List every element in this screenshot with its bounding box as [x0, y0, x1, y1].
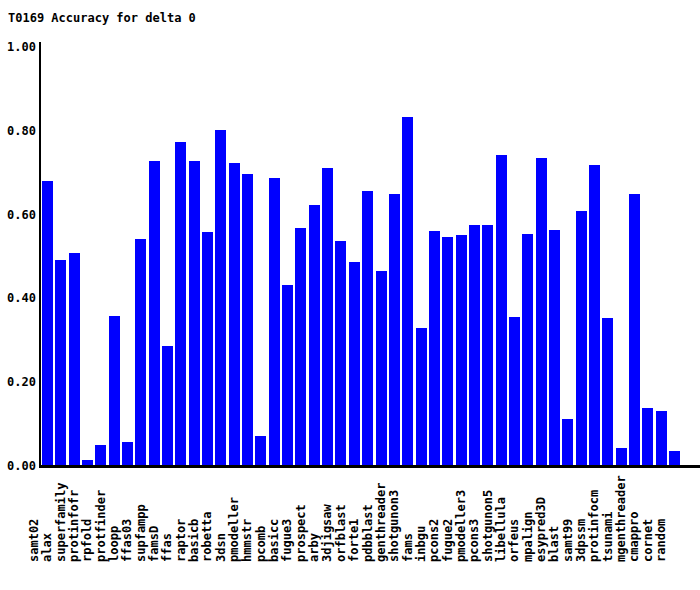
- bar-protinfocm: [602, 318, 613, 465]
- bar-prospect: [309, 205, 320, 465]
- bar-rpfold: [95, 445, 106, 465]
- bar-fams: [416, 328, 427, 465]
- bar-forte1: [362, 191, 373, 465]
- bar-loopp: [122, 442, 133, 465]
- chart-title: T0169 Accuracy for delta 0: [8, 11, 196, 25]
- bar-samt02: [42, 181, 53, 465]
- y-tick-label: 1.00: [0, 41, 36, 53]
- bar-3dsn: [229, 163, 240, 465]
- bar-robetta: [215, 130, 226, 465]
- x-tick-label-random: random: [655, 519, 668, 562]
- bar-pcomb: [269, 178, 280, 465]
- bar-pdbblast: [376, 271, 387, 465]
- bar-libellula: [509, 317, 520, 465]
- bar-3djigsaw: [335, 241, 346, 465]
- bar-supfampp: [149, 161, 160, 465]
- bar-superfamily: [69, 253, 80, 465]
- bar-orfblast: [349, 262, 360, 465]
- bar-cmappro: [642, 408, 653, 465]
- y-tick-label: 0.00: [0, 460, 36, 472]
- bar-blast: [562, 419, 573, 465]
- x-tick-label-fugue3: fugue3: [281, 519, 294, 562]
- bar-hmmstr: [255, 436, 266, 465]
- bar-shotgunon3: [402, 117, 413, 465]
- bar-pcons3: [482, 225, 493, 465]
- x-tick-label-robetta: robetta: [201, 511, 214, 562]
- bar-mpalign: [536, 158, 547, 465]
- bar-ffas: [175, 142, 186, 465]
- bar-samt99: [576, 211, 587, 465]
- y-tick-label: 0.40: [0, 292, 36, 304]
- bar-cornet: [656, 411, 667, 465]
- y-tick-label: 0.20: [0, 376, 36, 388]
- bar-3dpssm: [589, 165, 600, 465]
- bar-arby: [322, 168, 333, 465]
- x-tick-label-hmmstr: hmmstr: [241, 519, 254, 562]
- y-tick-label: 0.80: [0, 125, 36, 137]
- accuracy-bar-chart: T0169 Accuracy for delta 0 0.00 0.20 0.40 0…: [0, 0, 700, 590]
- bar-mgenthreader: [629, 194, 640, 465]
- x-tick-label-pcons3: pcons3: [468, 519, 481, 562]
- bar-tsunami: [616, 448, 627, 465]
- bar-pmodeller3: [469, 225, 480, 465]
- x-tick-label-orfeus: orfeus: [508, 519, 521, 562]
- x-tick-label-cmappro: cmappro: [628, 511, 641, 562]
- bar-protinfofr: [82, 460, 93, 465]
- bar-fugue3: [295, 228, 306, 465]
- x-tick-label-shotgunon3: shotgunon3: [388, 490, 401, 562]
- x-tick-label-blast: blast: [548, 526, 561, 562]
- x-tick-label-3djigsaw: 3djigsaw: [321, 504, 334, 562]
- bar-orfeus: [522, 234, 533, 465]
- x-tick-label-forte1: forte1: [348, 519, 361, 562]
- bar-protfinder: [109, 316, 120, 465]
- bar-inbgu: [429, 231, 440, 465]
- bar-random: [669, 451, 680, 465]
- y-tick-label: 0.60: [0, 209, 36, 221]
- bar-ffas03: [135, 239, 146, 465]
- x-tick-label-alax: alax: [41, 533, 54, 562]
- bar-raptor: [189, 161, 200, 465]
- bar-pcons2: [442, 237, 453, 465]
- bar-basicb: [202, 232, 213, 465]
- x-tick-label-rpfold: rpfold: [81, 519, 94, 562]
- x-tick-label-ffas03: ffas03: [121, 519, 134, 562]
- bar-genthreader: [389, 194, 400, 465]
- bar-alax: [55, 260, 66, 465]
- bar-pmodeller: [242, 174, 253, 465]
- x-tick-label-protinfocm: protinfocm: [588, 490, 601, 562]
- bar-famsD: [162, 346, 173, 465]
- bar-shotgunon5: [496, 155, 507, 465]
- bar-basicc: [282, 285, 293, 465]
- x-tick-label-pcons2: pcons2: [428, 519, 441, 562]
- y-axis-line: [39, 42, 41, 468]
- bar-esypred3D: [549, 230, 560, 465]
- x-tick-label-ffas: ffas: [161, 533, 174, 562]
- bar-fugue2: [456, 235, 467, 465]
- x-axis-line: [39, 465, 700, 468]
